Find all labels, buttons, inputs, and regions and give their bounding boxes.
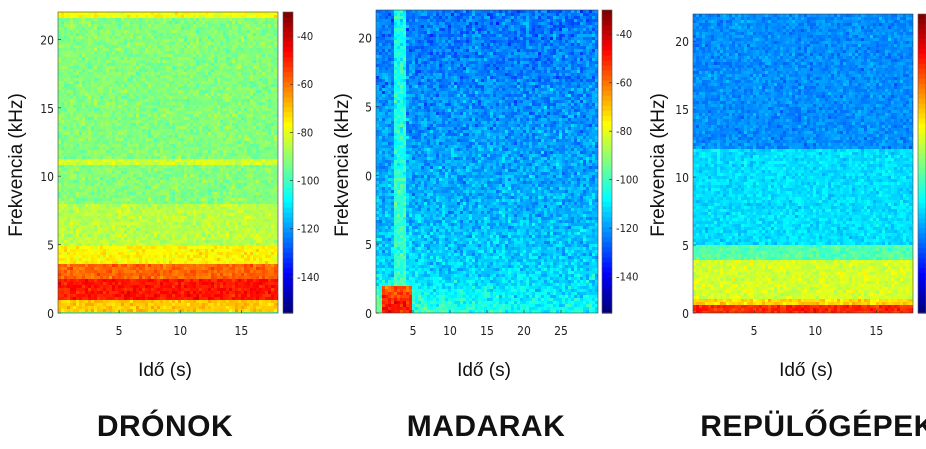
x-tick-label: 10 [808,324,822,338]
x-tick-label: 5 [410,324,417,338]
y-tick-label: 0 [365,169,372,183]
y-tick-label: 5 [365,100,372,114]
y-tick-label: 20 [675,35,689,49]
colorbar-tick-label: -40 [616,28,632,41]
repulogepek-colorbar [918,14,926,314]
colorbar-tick-label: -60 [616,77,632,90]
dronok-heatmap [58,12,278,313]
colorbar-tick-label: -100 [616,174,638,187]
colorbar-tick-label: -140 [297,271,319,284]
x-tick-label: 15 [869,324,883,338]
y-axis-label: Frekvencia (kHz) [648,93,669,237]
chart-title: DRÓNOK [97,409,233,443]
x-tick-label: 15 [234,324,248,338]
x-tick-label: 5 [751,324,758,338]
colorbar-tick-label: -120 [297,223,319,236]
x-tick-label: 5 [116,324,123,338]
madarak-panel: -40 -60 -80 -100 -120 -140 0 5 0 5 20 5 10 15 20 25 Frek… [332,10,638,443]
dronok-colorbar: -40 -60 -80 -100 -120 -140 [283,12,319,314]
colorbar-tick-label: -60 [297,78,313,91]
y-axis-label: Frekvencia (kHz) [332,93,353,237]
colorbar-tick-label: -40 [297,30,313,43]
madarak-heatmap [376,10,598,313]
dronok-panel: -40 -60 -80 -100 -120 -140 0 5 10 15 20 5 10 15 Frekve… [6,12,319,443]
colorbar-tick-label: -80 [297,126,313,139]
y-tick-label: 10 [40,170,54,184]
y-tick-label: 0 [365,307,372,321]
madarak-colorbar: -40 -60 -80 -100 -120 -140 [602,10,638,314]
y-tick-label: 10 [675,171,689,185]
x-axis-label: Idő (s) [138,360,192,381]
y-tick-label: 15 [675,103,689,117]
chart-title: REPÜLŐGÉPEK [700,409,926,443]
y-axis-label: Frekvencia (kHz) [6,93,27,237]
y-tick-label: 0 [47,307,54,321]
y-tick-label: 0 [682,307,689,321]
chart-title: MADARAK [407,410,565,443]
y-tick-label: 15 [40,102,54,116]
x-axis-label: Idő (s) [779,360,833,381]
colorbar-tick-label: -80 [616,125,632,138]
colorbar-tick-label: -120 [616,222,638,235]
x-tick-label: 10 [173,324,187,338]
y-tick-label: 5 [682,239,689,253]
colorbar-tick-label: -140 [616,271,638,284]
colorbar-tick-label: -100 [297,175,319,188]
repulogepek-heatmap [693,14,913,313]
x-tick-label: 25 [554,324,568,338]
y-tick-label: 20 [40,33,54,47]
y-tick-label: 5 [365,238,372,252]
x-axis-label: Idő (s) [457,360,511,381]
repulogepek-panel: 0 5 10 15 20 5 10 15 Frekvencia (kHz) Idő (s) REPÜ… [648,14,926,443]
y-tick-label: 5 [47,239,54,253]
x-tick-label: 15 [480,324,494,338]
x-tick-label: 20 [517,324,531,338]
y-tick-label: 20 [358,32,372,46]
x-tick-label: 10 [443,324,457,338]
